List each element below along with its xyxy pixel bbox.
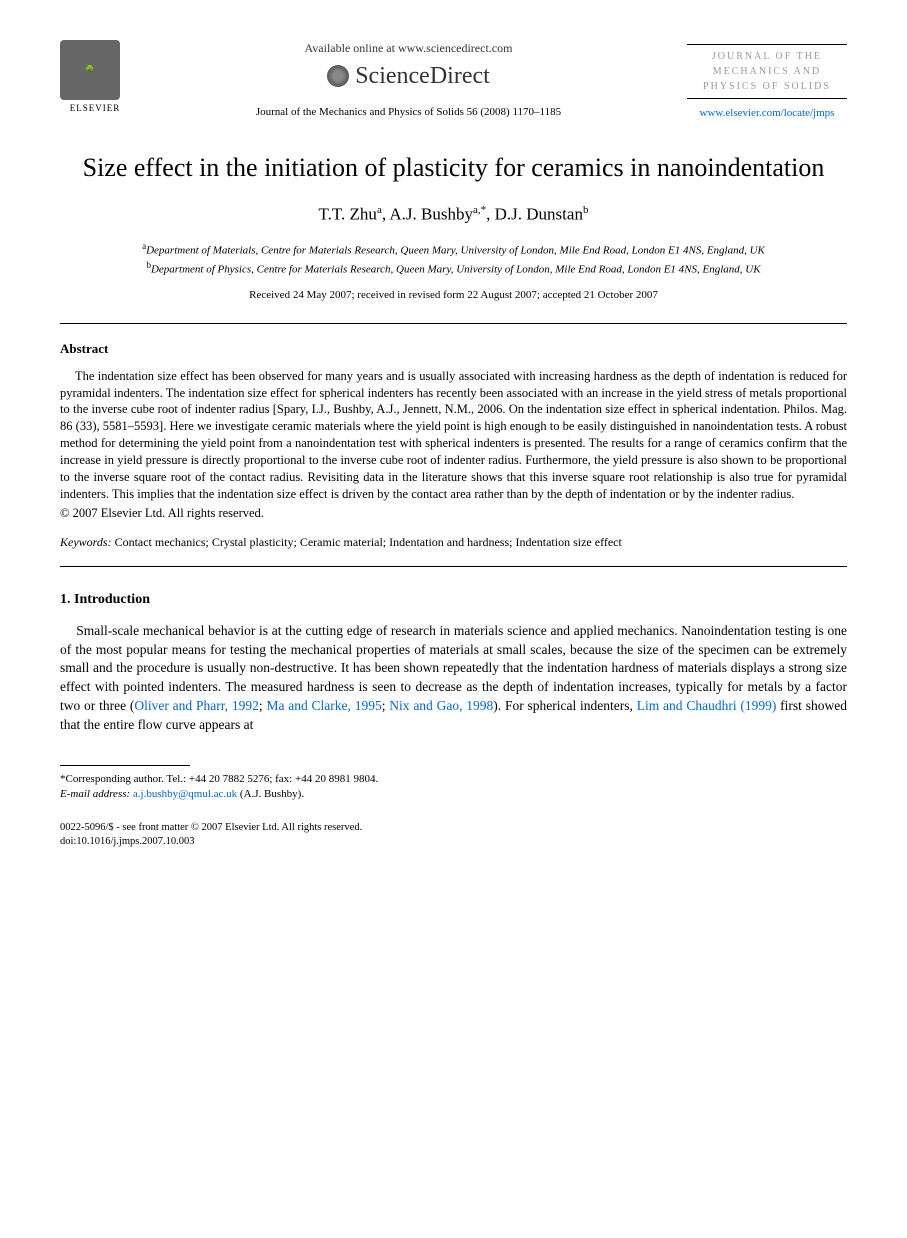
sciencedirect-icon	[327, 65, 349, 87]
doi-line: doi:10.1016/j.jmps.2007.10.003	[60, 835, 847, 850]
publisher-logo: 🌳 ELSEVIER	[60, 40, 130, 114]
page-header: 🌳 ELSEVIER Available online at www.scien…	[60, 40, 847, 121]
page-footer: 0022-5096/$ - see front matter © 2007 El…	[60, 821, 847, 850]
journal-box: JOURNAL OF THE MECHANICS AND PHYSICS OF …	[687, 40, 847, 121]
corresponding-email-link[interactable]: a.j.bushby@qmul.ac.uk	[133, 788, 237, 800]
ref-nix-gao-1998[interactable]: Nix and Gao, 1998	[389, 698, 493, 713]
journal-url-link[interactable]: www.elsevier.com/locate/jmps	[700, 107, 835, 119]
platform-brand: ScienceDirect	[150, 60, 667, 92]
affiliation-a: Department of Materials, Centre for Mate…	[146, 245, 765, 257]
publisher-label: ELSEVIER	[60, 102, 130, 114]
platform-name: ScienceDirect	[355, 60, 490, 92]
corresponding-author-footnote: *Corresponding author. Tel.: +44 20 7882…	[60, 772, 847, 803]
center-header: Available online at www.sciencedirect.co…	[130, 40, 687, 119]
elsevier-tree-icon: 🌳	[60, 40, 120, 100]
affiliation-b: Department of Physics, Centre for Materi…	[151, 264, 761, 276]
intro-text-2: ). For spherical indenters,	[493, 698, 636, 713]
affiliations: aDepartment of Materials, Centre for Mat…	[60, 240, 847, 278]
rule-above-abstract	[60, 323, 847, 324]
abstract-heading: Abstract	[60, 340, 847, 358]
email-attribution: (A.J. Bushby).	[240, 788, 304, 800]
introduction-body: Small-scale mechanical behavior is at th…	[60, 622, 847, 735]
keywords-line: Keywords: Contact mechanics; Crystal pla…	[60, 534, 847, 550]
ref-lim-chaudhri-1999[interactable]: Lim and Chaudhri (1999)	[637, 698, 777, 713]
rule-below-keywords	[60, 566, 847, 567]
footnote-rule	[60, 765, 190, 766]
introduction-heading: 1. Introduction	[60, 591, 847, 610]
citation-line: Journal of the Mechanics and Physics of …	[150, 105, 667, 120]
article-dates: Received 24 May 2007; received in revise…	[60, 288, 847, 303]
front-matter-line: 0022-5096/$ - see front matter © 2007 El…	[60, 821, 847, 836]
authors-line: T.T. Zhua, A.J. Bushbya,*, D.J. Dunstanb	[60, 203, 847, 227]
ref-ma-clarke-1995[interactable]: Ma and Clarke, 1995	[266, 698, 381, 713]
keywords-label: Keywords:	[60, 535, 112, 549]
corresponding-text: Corresponding author. Tel.: +44 20 7882 …	[66, 773, 379, 785]
article-title: Size effect in the initiation of plastic…	[60, 151, 847, 185]
abstract-copyright: © 2007 Elsevier Ltd. All rights reserved…	[60, 505, 847, 522]
keywords-text: Contact mechanics; Crystal plasticity; C…	[115, 535, 622, 549]
abstract-text: The indentation size effect has been obs…	[60, 368, 847, 503]
ref-oliver-pharr-1992[interactable]: Oliver and Pharr, 1992	[134, 698, 258, 713]
journal-name: JOURNAL OF THE MECHANICS AND PHYSICS OF …	[687, 49, 847, 94]
email-label: E-mail address:	[60, 788, 130, 800]
available-online-text: Available online at www.sciencedirect.co…	[150, 40, 667, 56]
abstract-body: The indentation size effect has been obs…	[60, 368, 847, 503]
